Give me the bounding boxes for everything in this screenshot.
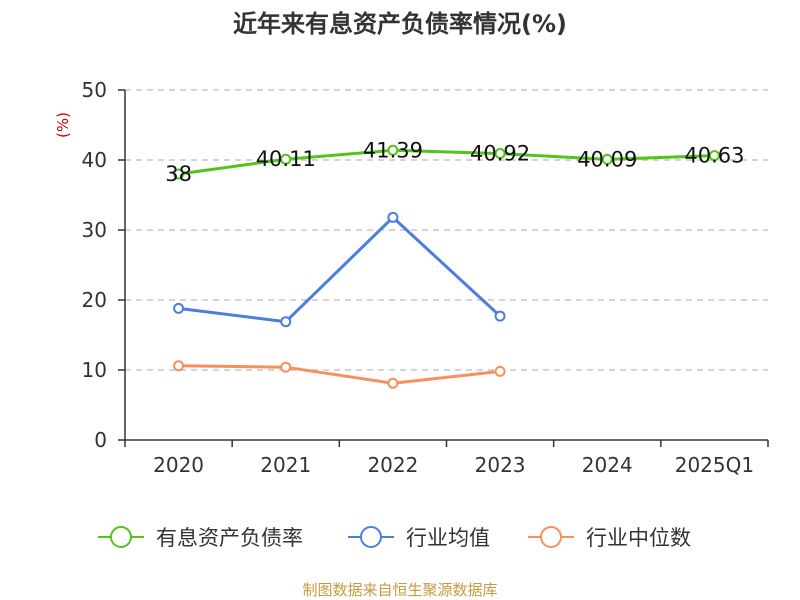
x-tick-label: 2022 xyxy=(367,453,418,477)
y-tick-label: 10 xyxy=(82,358,107,382)
data-label: 40.11 xyxy=(256,147,316,171)
data-label: 40.63 xyxy=(684,144,744,168)
legend-label: 行业中位数 xyxy=(586,526,691,550)
series-0 xyxy=(173,144,720,180)
data-point xyxy=(173,168,185,180)
series-group xyxy=(173,144,720,389)
x-tick-label: 2025Q1 xyxy=(675,453,754,477)
legend-marker xyxy=(360,526,382,548)
data-point xyxy=(280,153,292,165)
legend-marker xyxy=(540,526,562,548)
x-tick-label: 2020 xyxy=(153,453,204,477)
data-label: 41.39 xyxy=(363,138,423,162)
x-tick-label: 2021 xyxy=(260,453,311,477)
data-point xyxy=(601,153,613,165)
y-tick-label: 30 xyxy=(82,218,107,242)
legend-label: 有息资产负债率 xyxy=(156,526,303,550)
series-1 xyxy=(173,211,506,328)
y-tick-label: 20 xyxy=(82,288,107,312)
y-axis-label: (%) xyxy=(54,112,72,138)
data-label: 38 xyxy=(165,162,192,186)
legend-item: 有息资产负债率 xyxy=(98,526,303,550)
axes xyxy=(118,89,769,447)
x-tick-label: 2023 xyxy=(475,453,526,477)
series-line xyxy=(178,215,502,324)
legend: 有息资产负债率 行业均值 行业中位数 xyxy=(98,526,691,550)
data-point xyxy=(494,148,506,160)
y-tick-label: 40 xyxy=(82,148,107,172)
y-tick-labels: 0 10 20 30 40 50 xyxy=(82,78,107,452)
chart-title: 近年来有息资产负债率情况(%) xyxy=(233,10,567,38)
x-tick-label: 2024 xyxy=(582,453,633,477)
y-tick-label: 0 xyxy=(94,428,107,452)
legend-marker xyxy=(110,526,132,548)
legend-item: 行业均值 xyxy=(348,526,490,550)
data-point xyxy=(494,310,506,322)
data-point xyxy=(387,377,399,389)
data-point xyxy=(494,365,506,377)
data-point xyxy=(280,316,292,328)
data-point xyxy=(173,360,185,372)
data-point xyxy=(708,150,720,162)
data-point xyxy=(387,211,399,223)
data-point xyxy=(387,144,399,156)
legend-label: 行业均值 xyxy=(406,526,490,550)
series-line xyxy=(178,148,715,176)
x-tick-labels: 2020 2021 2022 2023 2024 2025Q1 xyxy=(153,453,754,477)
data-label: 40.09 xyxy=(577,147,637,171)
data-point xyxy=(280,361,292,373)
data-labels: 38 40.11 41.39 40.92 40.09 40.63 xyxy=(165,138,744,186)
y-tick-label: 50 xyxy=(82,78,107,102)
source-note: 制图数据来自恒生聚源数据库 xyxy=(302,581,497,599)
grid xyxy=(125,89,768,371)
series-line xyxy=(178,364,501,385)
data-point xyxy=(173,302,185,314)
data-label: 40.92 xyxy=(470,142,530,166)
series-2 xyxy=(173,360,506,389)
legend-item: 行业中位数 xyxy=(528,526,691,550)
